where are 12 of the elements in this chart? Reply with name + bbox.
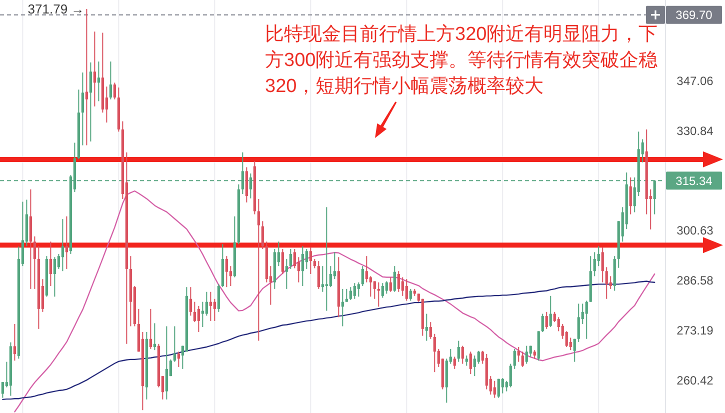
ref-line-label: 369.70 (666, 6, 722, 24)
y-tick-label: 300.63 (676, 224, 714, 238)
annotation: 比特现金目前行情上方320附近有明显阻力，下方300附近有强劲支撑。等待行情有效突破企稳320，短期行情小幅震荡概率较大 (265, 24, 658, 97)
y-tick-label: 330.84 (676, 124, 714, 138)
y-tick-label: 347.06 (676, 74, 714, 88)
y-tick-label: 260.42 (676, 373, 714, 388)
annotation: 371.79 → (28, 1, 84, 16)
ref-line-label: 315.34 (676, 174, 713, 188)
y-tick-label: 286.58 (676, 274, 714, 288)
y-tick-label: 273.19 (676, 323, 714, 338)
ref-line-label: 369.70 (676, 8, 713, 22)
ref-line-label: 315.34 (666, 172, 722, 190)
